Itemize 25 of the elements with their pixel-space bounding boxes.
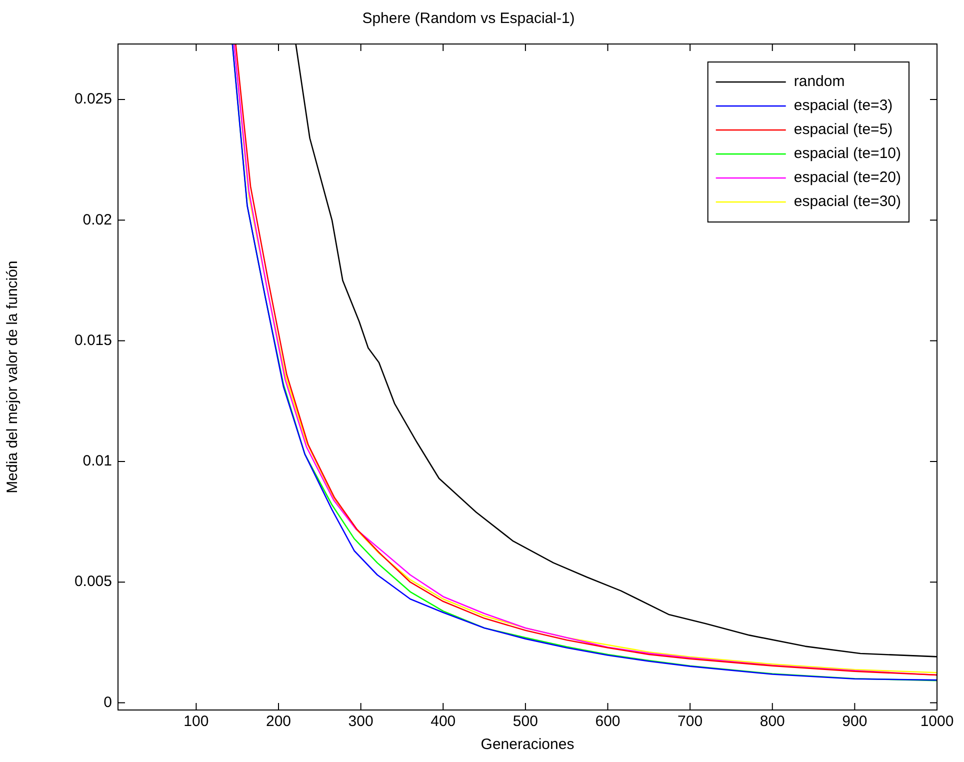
y-tick-label: 0.01 bbox=[82, 452, 112, 470]
x-tick-label: 200 bbox=[266, 713, 292, 730]
y-tick-label: 0.005 bbox=[74, 573, 112, 590]
y-axis-title: Media del mejor valor de la función bbox=[4, 260, 22, 494]
x-tick-label: 400 bbox=[430, 713, 456, 730]
legend-label: espacial (te=10) bbox=[794, 145, 902, 162]
legend-label: espacial (te=3) bbox=[794, 97, 893, 114]
y-tick-label: 0 bbox=[104, 694, 112, 711]
chart-title: Sphere (Random vs Espacial-1) bbox=[362, 10, 575, 28]
y-tick-label: 0.025 bbox=[74, 90, 112, 108]
legend-label: espacial (te=30) bbox=[794, 193, 902, 210]
x-tick-label: 700 bbox=[678, 713, 703, 730]
x-tick-label: 800 bbox=[760, 713, 785, 730]
legend-label: espacial (te=20) bbox=[794, 169, 902, 186]
y-tick-label: 0.02 bbox=[82, 211, 112, 228]
x-tick-label: 100 bbox=[184, 713, 209, 730]
x-tick-label: 500 bbox=[512, 713, 538, 730]
legend-label: espacial (te=5) bbox=[794, 121, 893, 138]
x-tick-label: 900 bbox=[842, 713, 868, 730]
legend-label: random bbox=[794, 73, 845, 90]
x-tick-label: 600 bbox=[595, 713, 620, 730]
x-tick-label: 300 bbox=[348, 713, 374, 730]
y-tick-label: 0.015 bbox=[74, 332, 112, 349]
x-axis-title: Generaciones bbox=[480, 736, 574, 754]
x-tick-label: 1000 bbox=[920, 713, 954, 730]
